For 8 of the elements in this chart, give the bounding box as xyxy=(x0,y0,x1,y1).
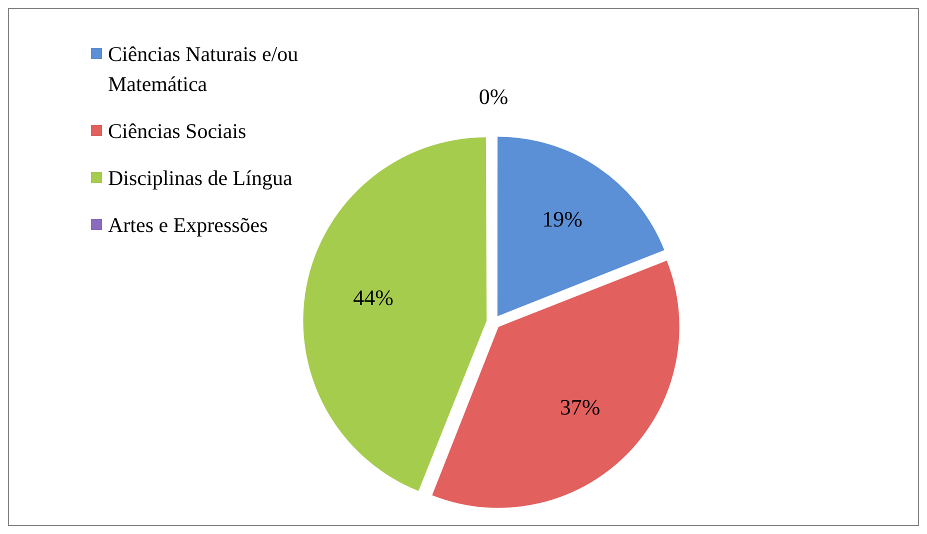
data-label: 37% xyxy=(560,394,600,420)
legend-label: Ciências Naturais e/ou Matemática xyxy=(108,41,300,98)
legend-label: Artes e Expressões xyxy=(108,212,268,239)
legend-label: Ciências Sociais xyxy=(108,118,246,145)
legend-label: Disciplinas de Língua xyxy=(108,165,292,192)
text: 0% xyxy=(478,84,508,109)
data-label: 44% xyxy=(353,284,394,310)
data-label: 19% xyxy=(542,206,582,232)
